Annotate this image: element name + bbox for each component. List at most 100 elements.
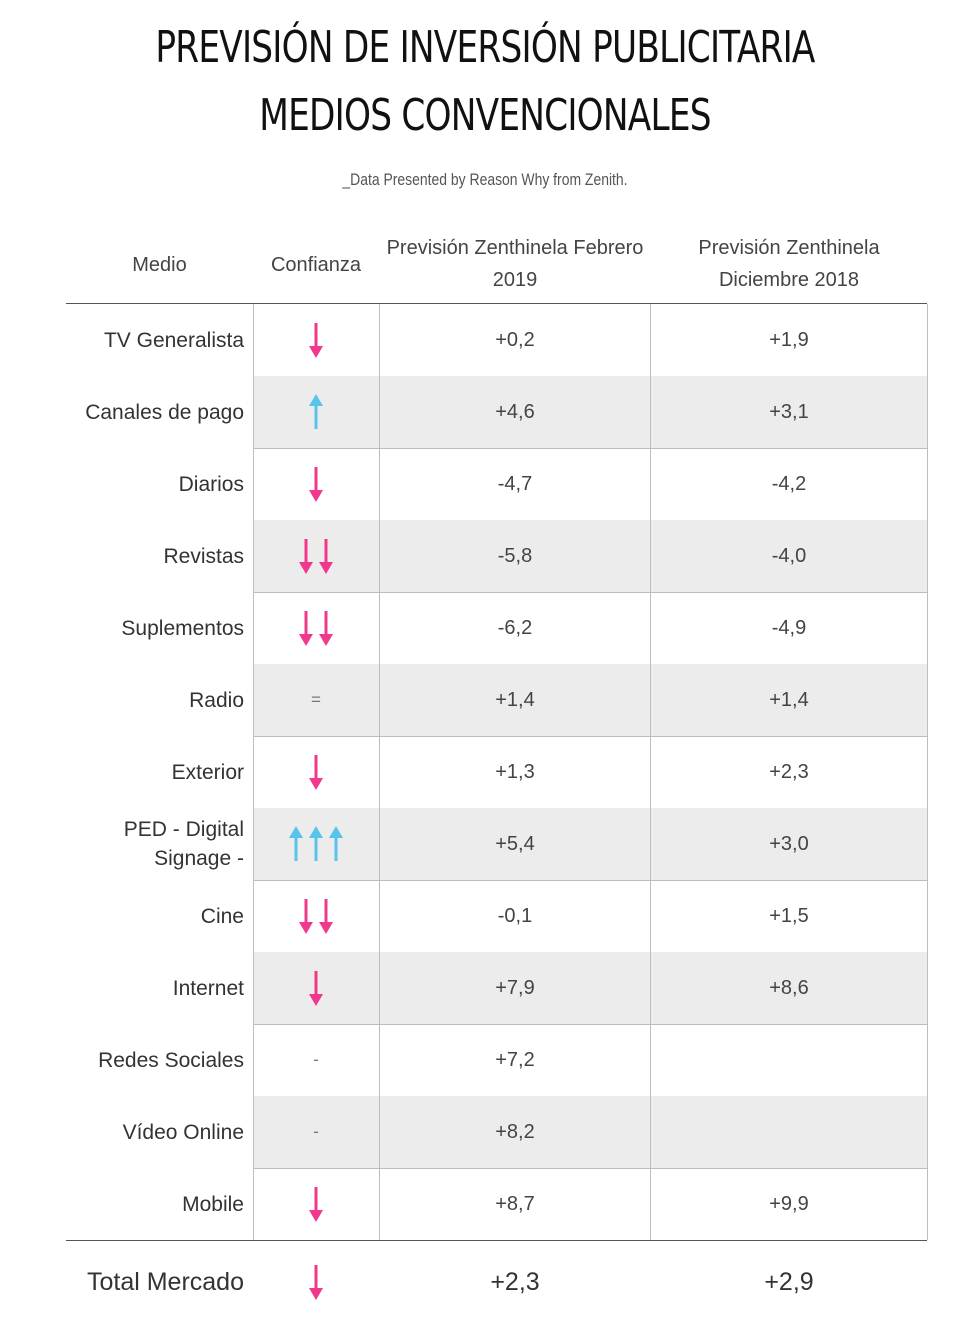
total-dic-value: +2,9 bbox=[764, 1267, 814, 1296]
table-row: Suplementos -6,2 -4,9 bbox=[66, 592, 927, 665]
feb-value-cell: +5,4 bbox=[495, 832, 535, 855]
confianza-cell bbox=[253, 376, 379, 448]
confianza-cell: - bbox=[253, 1024, 379, 1096]
row-divider bbox=[253, 592, 927, 593]
header-prevision-febrero-2019: Previsión Zenthinela Febrero 2019 bbox=[386, 237, 644, 291]
medio-cell: Canales de pago bbox=[85, 400, 244, 424]
header-confianza: Confianza bbox=[270, 254, 362, 276]
dic-value-cell: -4,9 bbox=[771, 616, 807, 639]
total-divider bbox=[66, 1240, 927, 1241]
feb-value-cell: +8,7 bbox=[495, 1192, 535, 1215]
row-divider bbox=[253, 880, 927, 881]
dic-value-cell: -4,2 bbox=[771, 472, 807, 495]
up-arrow-icon bbox=[329, 826, 343, 861]
medio-cell: TV Generalista bbox=[103, 328, 244, 352]
row-divider bbox=[253, 1024, 927, 1025]
feb-value-cell: -0,1 bbox=[497, 904, 533, 927]
table-row: Redes Sociales +7,2 - bbox=[66, 1024, 927, 1097]
row-background bbox=[253, 952, 927, 1024]
up-arrow-icon bbox=[289, 826, 303, 861]
feb-value-cell: +1,4 bbox=[495, 688, 535, 711]
medio-cell: PED - Digital Signage - bbox=[123, 818, 244, 870]
medio-cell: Vídeo Online bbox=[122, 1120, 244, 1144]
medio-cell: Radio bbox=[189, 688, 244, 712]
down-arrow-icon bbox=[319, 611, 333, 646]
table-row: Exterior +1,3 +2,3 bbox=[66, 736, 927, 809]
title-line-2: MEDIOS CONVENCIONALES bbox=[259, 90, 711, 141]
row-background bbox=[253, 520, 927, 592]
up-arrow-icon bbox=[309, 394, 323, 429]
dic-value-cell bbox=[651, 1024, 927, 1096]
confianza-symbol: = bbox=[311, 690, 321, 709]
total-feb-value: +2,3 bbox=[490, 1267, 540, 1296]
feb-value-cell: +7,9 bbox=[495, 976, 535, 999]
down-arrow-icon bbox=[319, 539, 333, 574]
medio-cell: Redes Sociales bbox=[98, 1048, 244, 1072]
down-arrow-icon bbox=[299, 899, 313, 934]
total-confianza bbox=[253, 1241, 379, 1323]
dic-value-cell: +2,3 bbox=[769, 760, 809, 783]
row-background bbox=[253, 664, 927, 736]
down-arrow-icon bbox=[319, 899, 333, 934]
medio-cell: Exterior bbox=[171, 760, 244, 784]
table-row: Mobile +8,7 +9,9 bbox=[66, 1168, 927, 1240]
dic-value-cell bbox=[651, 1096, 927, 1168]
feb-value-cell: -6,2 bbox=[497, 616, 533, 639]
header-prevision-diciembre-2018: Previsión Zenthinela Diciembre 2018 bbox=[698, 237, 880, 291]
table-body: TV Generalista +0,2 +1,9 Canales de pago +4,… bbox=[66, 304, 927, 1240]
confianza-cell: = bbox=[253, 664, 379, 736]
column-divider bbox=[650, 304, 651, 1240]
confianza-cell bbox=[253, 952, 379, 1024]
dic-value-cell: +9,9 bbox=[769, 1192, 809, 1215]
table-row: PED - Digital Signage - +5,4 +3,0 bbox=[66, 808, 927, 881]
confianza-symbol: - bbox=[313, 1050, 319, 1069]
row-divider bbox=[253, 736, 927, 737]
table-row: Vídeo Online +8,2 - bbox=[66, 1096, 927, 1169]
row-background bbox=[253, 808, 927, 880]
dic-value-cell: +1,5 bbox=[769, 904, 809, 927]
total-label: Total Mercado bbox=[86, 1267, 244, 1296]
feb-value-cell: +1,3 bbox=[495, 760, 535, 783]
medio-cell: Mobile bbox=[182, 1192, 244, 1216]
down-arrow-icon bbox=[309, 467, 323, 502]
row-background bbox=[253, 376, 927, 448]
down-arrow-icon bbox=[309, 323, 323, 358]
table-row: Diarios -4,7 -4,2 bbox=[66, 448, 927, 521]
confianza-cell bbox=[253, 592, 379, 664]
table-row: Canales de pago +4,6 +3,1 bbox=[66, 376, 927, 449]
down-arrow-icon bbox=[309, 1265, 323, 1300]
table-row: Revistas -5,8 -4,0 bbox=[66, 520, 927, 593]
feb-value-cell: +4,6 bbox=[495, 400, 535, 423]
confianza-cell bbox=[253, 520, 379, 592]
row-divider bbox=[253, 1168, 927, 1169]
title-line-1: PREVISIÓN DE INVERSIÓN PUBLICITARIA bbox=[155, 22, 815, 73]
feb-value-cell: +8,2 bbox=[495, 1120, 535, 1143]
down-arrow-icon bbox=[309, 755, 323, 790]
dic-value-cell: +1,9 bbox=[769, 328, 809, 351]
table-row: Cine -0,1 +1,5 bbox=[66, 880, 927, 953]
medio-cell: Revistas bbox=[163, 544, 244, 568]
dic-value-cell: -4,0 bbox=[771, 544, 807, 567]
down-arrow-icon bbox=[309, 971, 323, 1006]
up-arrow-icon bbox=[309, 826, 323, 861]
table-row: TV Generalista +0,2 +1,9 bbox=[66, 304, 927, 377]
confianza-cell bbox=[253, 1168, 379, 1240]
feb-value-cell: +0,2 bbox=[495, 328, 535, 351]
confianza-cell: - bbox=[253, 1096, 379, 1168]
header-medio: Medio bbox=[132, 254, 187, 276]
source-note: _Data Presented by Reason Why from Zenit… bbox=[342, 170, 628, 189]
confianza-cell bbox=[253, 448, 379, 520]
column-divider bbox=[253, 304, 254, 1240]
column-divider bbox=[379, 304, 380, 1240]
medio-cell: Diarios bbox=[178, 472, 244, 496]
down-arrow-icon bbox=[299, 539, 313, 574]
row-background bbox=[253, 1096, 927, 1168]
feb-value-cell: +7,2 bbox=[495, 1048, 535, 1071]
confianza-cell bbox=[253, 880, 379, 952]
dic-value-cell: +3,1 bbox=[769, 400, 809, 423]
column-divider bbox=[927, 304, 928, 1240]
header-divider bbox=[66, 303, 927, 304]
confianza-cell bbox=[253, 304, 379, 376]
total-row: Total Mercado +2,3 +2,9 bbox=[66, 1241, 927, 1323]
feb-value-cell: -4,7 bbox=[497, 472, 533, 495]
